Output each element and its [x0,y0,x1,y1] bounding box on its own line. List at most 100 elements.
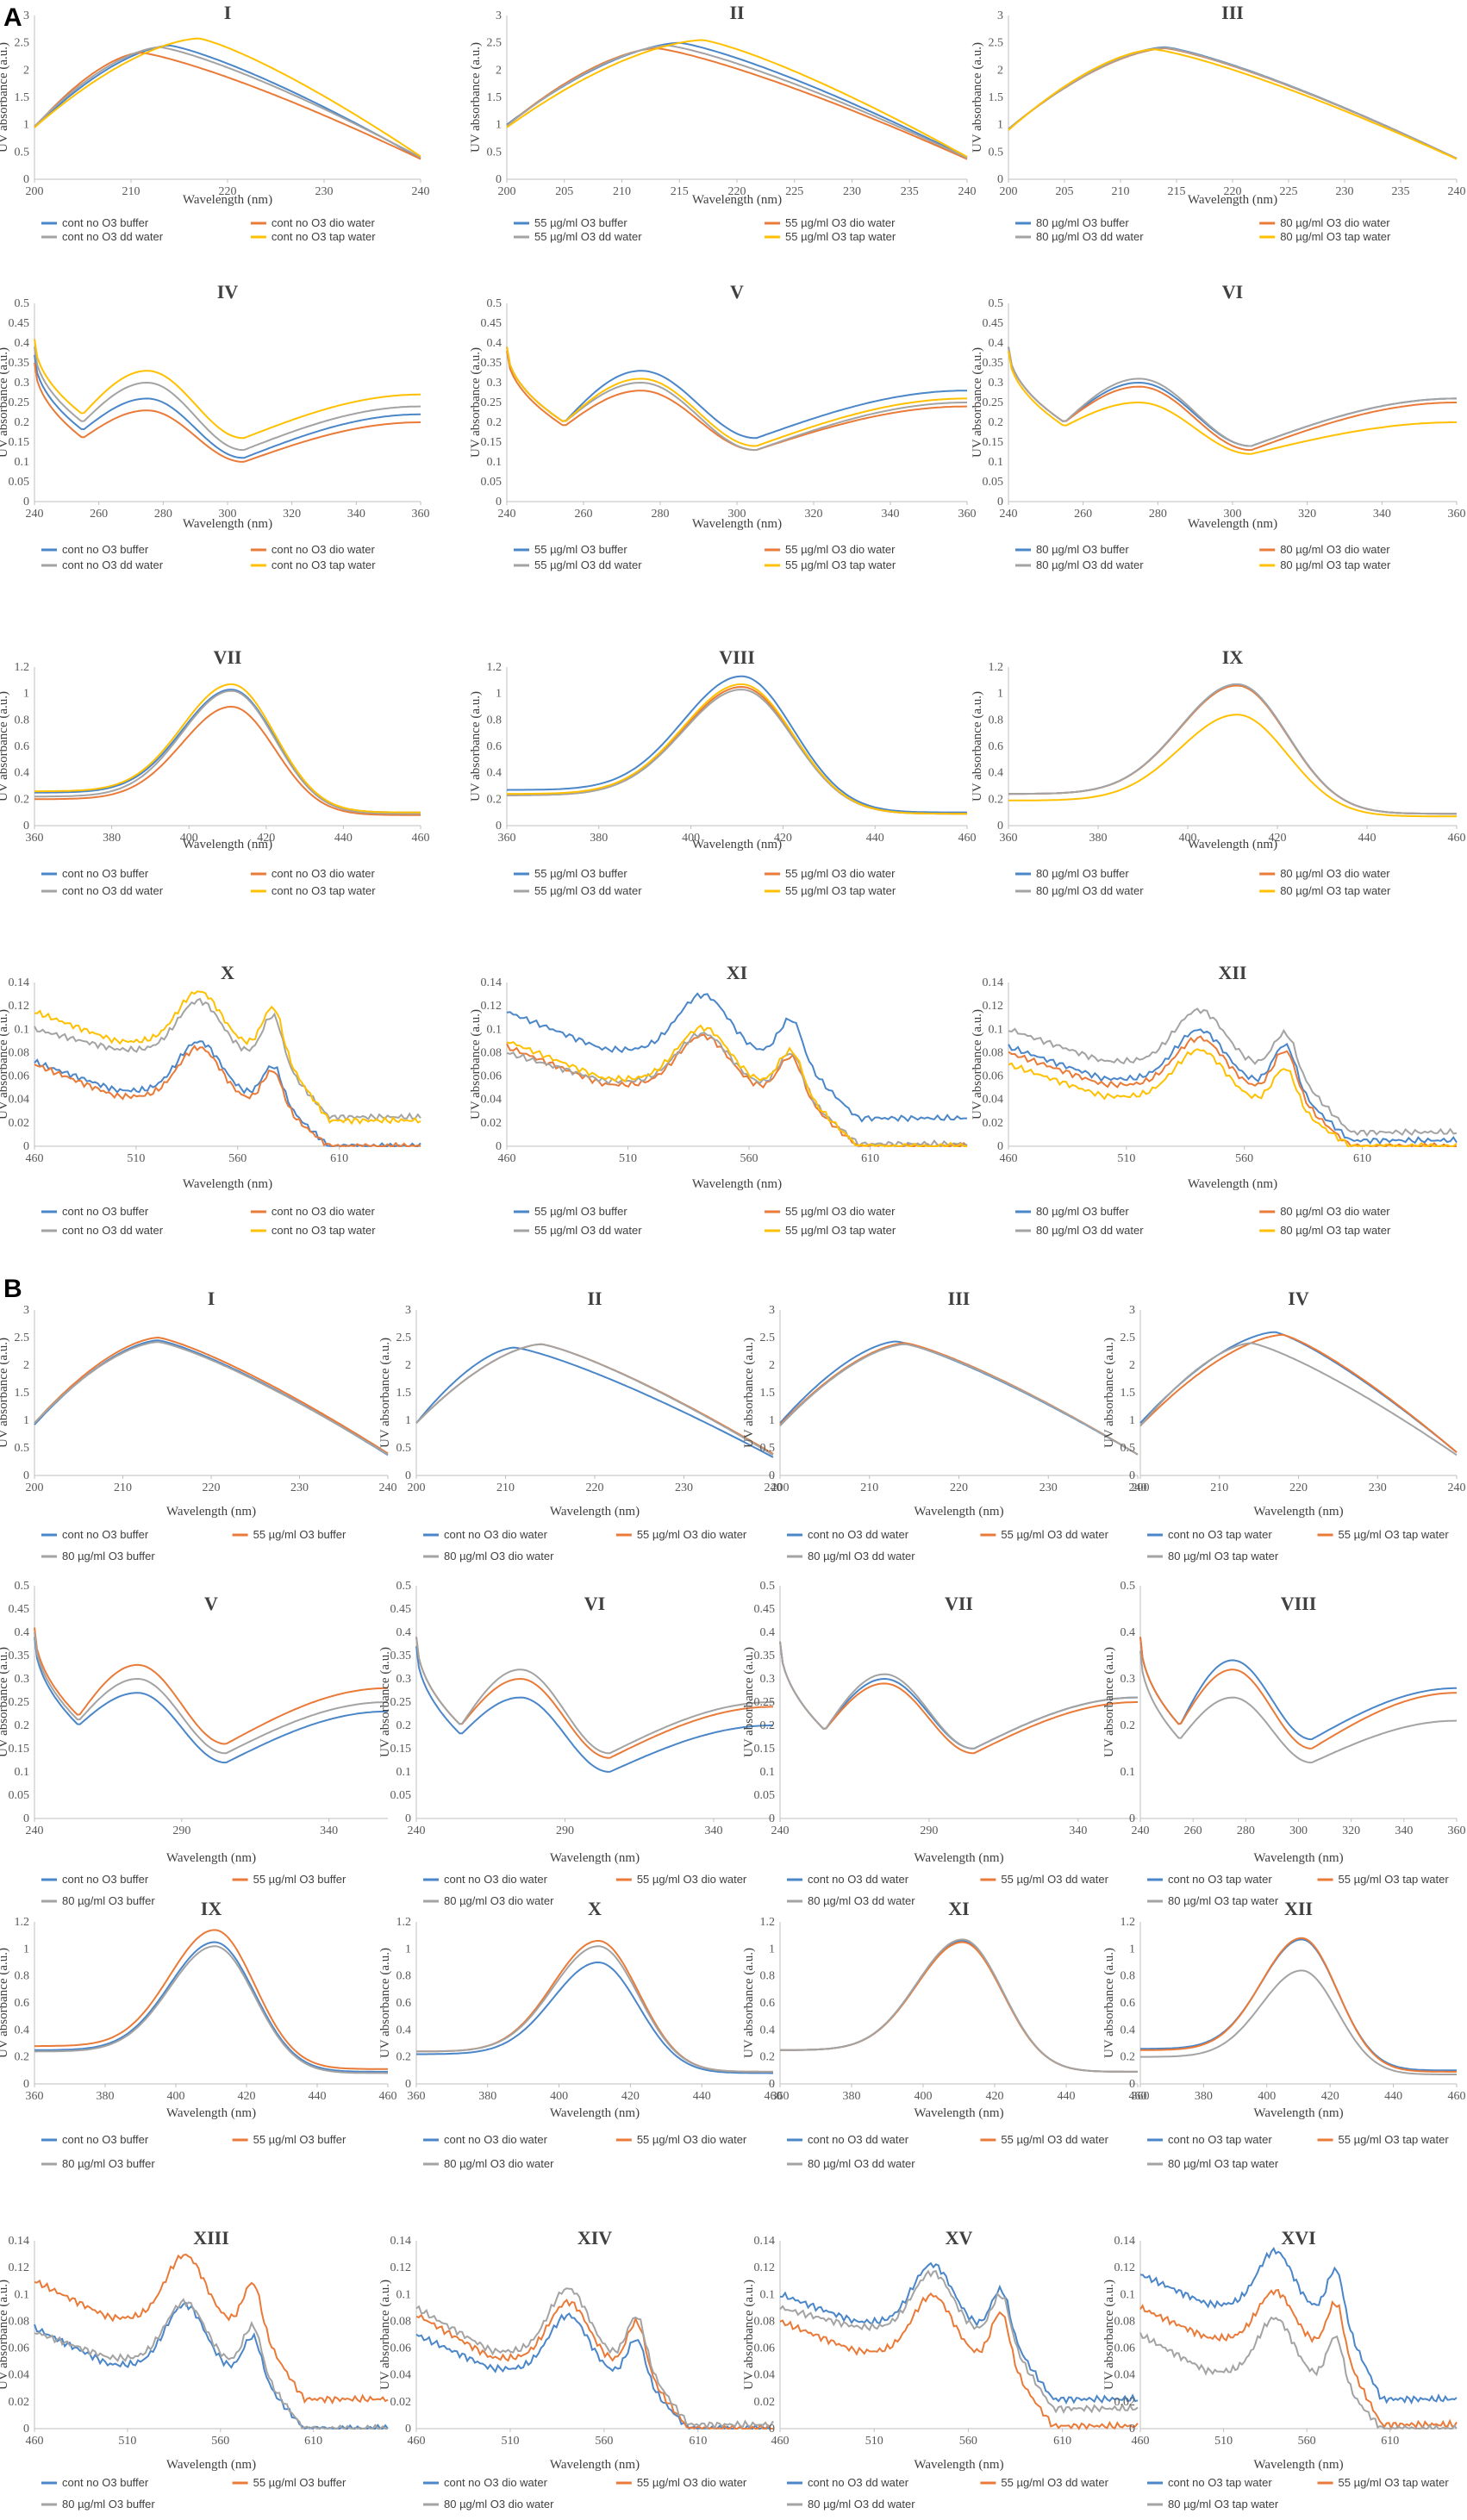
x-axis-label: Wavelength (nm) [692,517,782,531]
y-tick-label: 2 [1129,1359,1135,1372]
chart-A-IV: IV 0 0.05 0.1 0.15 0.2 0.25 0.3 0.35 0.4 0.45 0.5 24… [0,281,430,571]
chart-B-VIII: VIII 0 0.1 0.2 0.3 0.4 0.5 240 260 280 300 320 340 36… [1102,1580,1466,1907]
x-axis-label: Wavelength (nm) [692,838,782,851]
series-line [1008,1007,1458,1138]
series-line [34,46,421,159]
y-tick-label: 0.5 [989,297,1004,310]
series-line [779,2292,1139,2430]
legend-label: 80 µg/ml O3 buffer [1036,216,1129,229]
legend-label: 55 µg/ml O3 tap water [785,558,896,571]
y-tick-label: 0.05 [983,476,1004,489]
series-line [1140,1938,1457,2072]
legend-label: 55 µg/ml O3 tap water [1339,1528,1450,1541]
y-tick-label: 0.4 [1121,2024,1136,2037]
y-tick-label: 1.5 [760,1387,776,1400]
y-tick-label: 0.3 [760,1673,776,1686]
legend-label: 80 µg/ml O3 dd water [808,2498,915,2511]
y-tick-label: 1 [405,1414,411,1427]
x-tick-label: 610 [304,2435,322,2448]
legend-label: 80 µg/ml O3 dio water [1280,1205,1390,1218]
x-tick-label: 240 [26,1825,44,1837]
y-tick-label: 0.02 [390,2396,412,2409]
x-tick-label: 215 [671,185,689,198]
y-tick-label: 0.4 [396,1626,412,1639]
y-tick-label: 0.4 [487,337,503,350]
x-tick-label: 340 [705,1825,723,1837]
chart-title: V [204,1593,218,1614]
x-tick-label: 260 [575,508,593,521]
y-tick-label: 0.35 [390,1650,412,1662]
legend-label: cont no O3 dio water [444,1528,548,1541]
y-tick-label: 0.2 [15,2051,30,2064]
legend-label: 80 µg/ml O3 dd water [1036,230,1144,243]
chart-title: VI [1222,281,1243,303]
series-line [1008,346,1457,452]
y-tick-label: 0 [997,1140,1003,1153]
chart-B-VII: VII 0 0.05 0.1 0.15 0.2 0.25 0.3 0.35 0.4 0.45 0.5 2… [742,1580,1138,1907]
y-tick-label: 0.2 [15,416,30,429]
y-tick-label: 0.4 [1121,1626,1136,1639]
y-axis-label: UV absorbance (a.u.) [0,1009,10,1120]
y-tick-label: 0.2 [396,1719,412,1732]
series-line [506,47,968,160]
chart-B-XII: XII 0 0.2 0.4 0.6 0.8 1 1.2 360 380 400 420 440 460 UV… [1102,1898,1466,2170]
legend-label: 55 µg/ml O3 dio water [785,867,896,880]
y-tick-label: 0.06 [390,2342,412,2355]
legend-label: cont no O3 tap water [272,884,376,897]
panel-label-b: B [3,1275,22,1303]
legend-label: 80 µg/ml O3 dd water [1036,558,1144,571]
series-line [34,1627,388,1745]
legend-label: 80 µg/ml O3 dd water [808,2157,915,2170]
x-tick-label: 560 [1235,1152,1253,1165]
x-tick-label: 240 [1132,1825,1150,1837]
y-tick-label: 1.2 [396,1916,412,1929]
y-tick-label: 2.5 [760,1332,776,1344]
legend-label: cont no O3 dio water [272,867,376,880]
series-line [34,689,421,815]
chart-title: X [588,1898,602,1919]
series-line [779,1641,1138,1750]
legend-label: 80 µg/ml O3 tap water [1168,2157,1279,2170]
x-tick-label: 460 [412,832,430,845]
series-line [779,2269,1139,2414]
y-tick-label: 0 [997,820,1003,833]
y-tick-label: 0.08 [1114,2315,1136,2328]
x-tick-label: 235 [901,185,919,198]
legend-label: 80 µg/ml O3 buffer [62,1894,155,1907]
y-tick-label: 0 [23,2078,29,2091]
legend-label: 55 µg/ml O3 dd water [1001,1528,1108,1541]
legend-label: 55 µg/ml O3 dio water [637,1873,747,1886]
y-axis-label: UV absorbance (a.u.) [0,2280,10,2390]
y-tick-label: 0.4 [15,337,30,350]
x-tick-label: 200 [26,185,44,198]
x-tick-label: 360 [498,832,516,845]
y-tick-label: 0.04 [481,1094,503,1107]
chart-B-X: X 0 0.2 0.4 0.6 0.8 1 1.2 360 380 400 420 440 460 UV a… [378,1898,783,2170]
series-line [415,1637,773,1755]
y-axis-label: UV absorbance (a.u.) [378,1948,392,2058]
x-tick-label: 560 [959,2435,977,2448]
x-tick-label: 420 [986,2090,1004,2103]
y-tick-label: 1 [405,1943,411,1955]
y-tick-label: 0.02 [983,1117,1004,1130]
legend-label: 55 µg/ml O3 buffer [534,867,627,880]
x-axis-label: Wavelength (nm) [550,1505,640,1519]
x-tick-label: 610 [1053,2435,1071,2448]
series-line [779,1343,1139,1456]
series-line [506,39,968,158]
series-line [1008,346,1457,447]
series-line [779,2261,1139,2405]
y-tick-label: 1 [496,119,502,132]
x-tick-label: 320 [1342,1825,1360,1837]
y-tick-label: 0.1 [15,1023,30,1036]
legend-label: 55 µg/ml O3 tap water [1339,1873,1450,1886]
x-tick-label: 360 [1448,1825,1466,1837]
y-tick-label: 0.1 [1121,1766,1136,1779]
series-line [1139,2288,1458,2431]
chart-title: XIII [193,2227,229,2249]
y-axis-label: UV absorbance (a.u.) [1102,1647,1116,1757]
x-axis-label: Wavelength (nm) [166,2106,256,2120]
chart-title: IV [217,281,239,303]
x-tick-label: 240 [379,1481,397,1494]
